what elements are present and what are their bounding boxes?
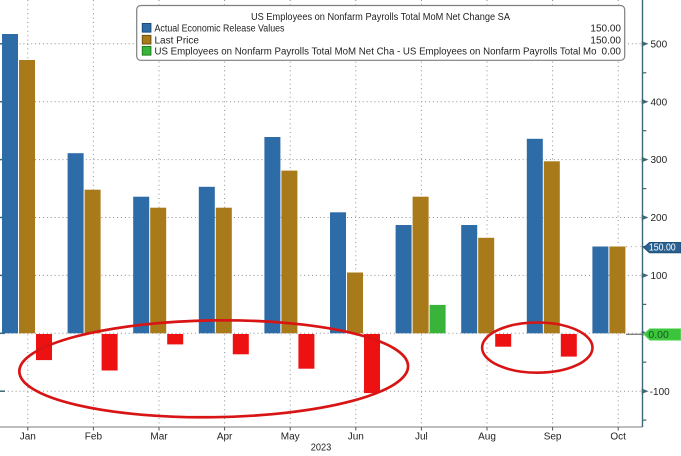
svg-text:0.00: 0.00 [602, 46, 622, 57]
svg-text:Mar: Mar [150, 432, 168, 443]
svg-text:200: 200 [651, 213, 668, 224]
svg-text:150.00: 150.00 [649, 242, 676, 254]
svg-text:Aug: Aug [478, 432, 496, 443]
svg-text:Apr: Apr [217, 432, 233, 443]
svg-text:Feb: Feb [85, 432, 103, 443]
svg-text:US Employees on Nonfarm Payrol: US Employees on Nonfarm Payrolls Total M… [155, 46, 597, 57]
svg-text:100: 100 [651, 271, 668, 282]
svg-text:Jan: Jan [20, 432, 36, 443]
svg-text:-100: -100 [650, 387, 670, 398]
svg-text:Oct: Oct [610, 432, 626, 443]
svg-text:2023: 2023 [311, 442, 332, 451]
svg-text:Jul: Jul [415, 432, 428, 443]
svg-text:0.00: 0.00 [648, 329, 669, 341]
svg-text:150.00: 150.00 [590, 35, 621, 46]
svg-text:Sep: Sep [544, 432, 562, 443]
svg-text:300: 300 [651, 155, 668, 166]
svg-text:400: 400 [651, 97, 668, 108]
svg-text:US Employees on Nonfarm Payrol: US Employees on Nonfarm Payrolls Total M… [251, 12, 510, 23]
svg-text:Last Price: Last Price [155, 35, 200, 46]
svg-text:Actual Economic Release Values: Actual Economic Release Values [155, 23, 285, 34]
svg-text:May: May [281, 432, 300, 443]
svg-text:150.00: 150.00 [590, 23, 621, 34]
svg-text:500: 500 [651, 39, 668, 50]
svg-text:Jun: Jun [348, 432, 364, 443]
